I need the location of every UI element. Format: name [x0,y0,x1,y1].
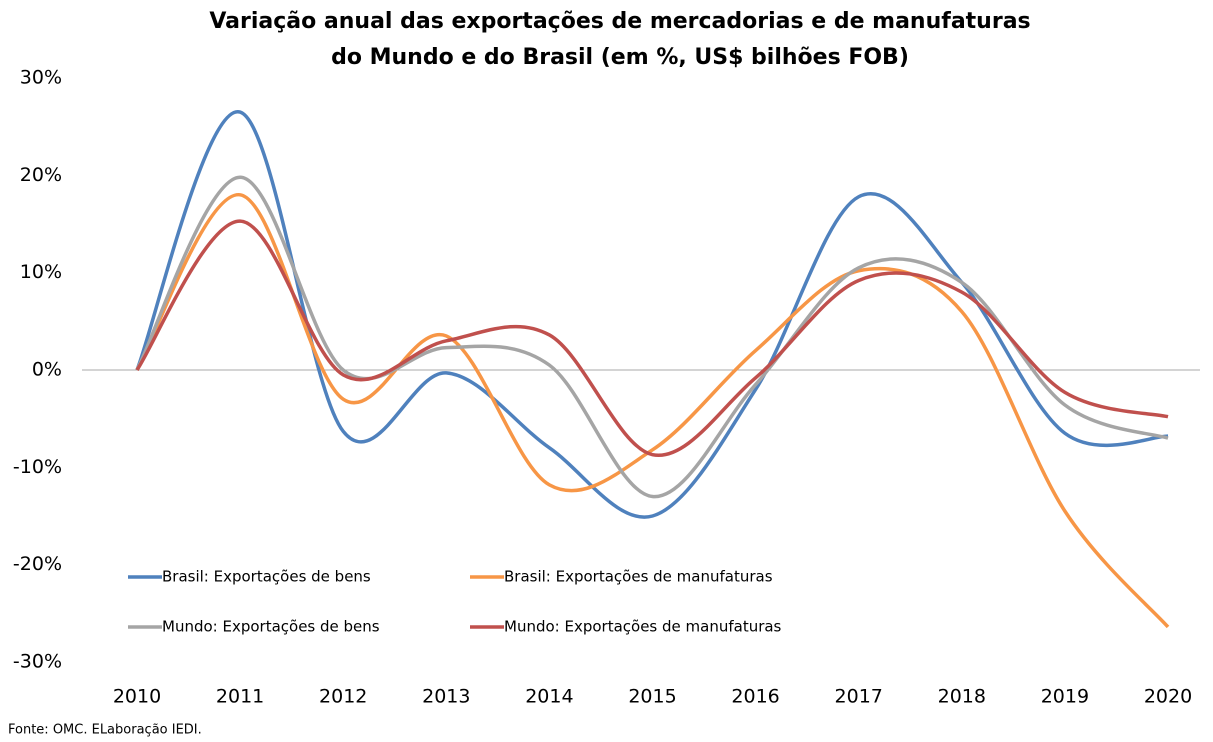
x-tick-label: 2011 [216,686,264,708]
y-tick-label: 10% [20,261,62,283]
line [135,110,1169,519]
y-tick-label: -10% [13,456,62,478]
legend-label: Mundo: Exportações de manufaturas [504,618,782,636]
x-tick-label: 2010 [113,686,161,708]
x-tick-label: 2012 [319,686,367,708]
y-tick-label: 20% [20,164,62,186]
y-tick-label: -20% [13,553,62,575]
y-tick-label: 0% [32,359,62,381]
line [135,175,1169,499]
chart-title: do Mundo e do Brasil (em %, US$ bilhões … [331,45,909,70]
x-tick-label: 2015 [628,686,676,708]
x-tick-label: 2020 [1144,686,1192,708]
y-tick-label: -30% [13,651,62,673]
legend-label: Brasil: Exportações de bens [162,568,371,586]
x-tick-label: 2018 [938,686,986,708]
x-tick-label: 2016 [731,686,779,708]
x-tick-label: 2019 [1041,686,1089,708]
chart-title: Variação anual das exportações de mercad… [209,9,1030,34]
source: Fonte: OMC. ELaboração IEDI. [8,723,202,738]
x-tick-label: 2014 [525,686,573,708]
legend-label: Brasil: Exportações de manufaturas [504,568,773,586]
line [135,219,1169,458]
x-tick-label: 2017 [835,686,883,708]
x-tick-label: 2013 [422,686,470,708]
y-tick-label: 30% [20,67,62,89]
legend-label: Mundo: Exportações de bens [162,618,380,636]
